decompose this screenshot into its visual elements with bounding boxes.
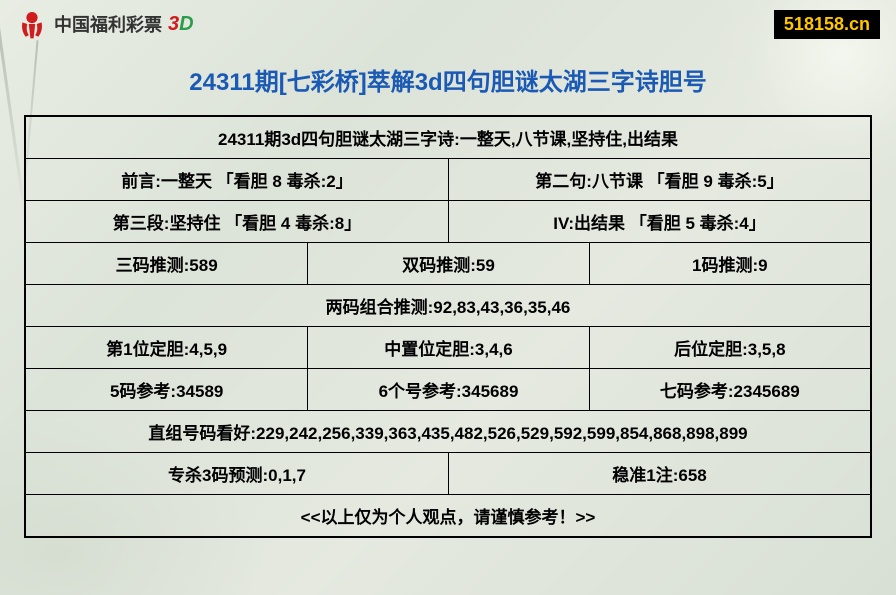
sure-1: 稳准1注:658 <box>448 453 870 494</box>
lottery-logo-icon <box>16 8 48 40</box>
table-row: 第1位定胆:4,5,9 中置位定胆:3,4,6 后位定胆:3,5,8 <box>26 327 870 369</box>
pos-1: 第1位定胆:4,5,9 <box>26 327 307 368</box>
direct-numbers: 直组号码看好:229,242,256,339,363,435,482,526,5… <box>26 411 870 452</box>
ref-6: 6个号参考:345689 <box>307 369 588 410</box>
code-2: 双码推测:59 <box>307 243 588 284</box>
ref-7: 七码参考:2345689 <box>589 369 870 410</box>
clue-1: 前言:一整天 「看胆 8 毒杀:2」 <box>26 159 448 200</box>
table-row: <<以上仅为个人观点，请谨慎参考！>> <box>26 495 870 536</box>
table-row: 5码参考:34589 6个号参考:345689 七码参考:2345689 <box>26 369 870 411</box>
prediction-table: 24311期3d四句胆谜太湖三字诗:一整天,八节课,坚持住,出结果 前言:一整天… <box>24 115 872 538</box>
table-row: 专杀3码预测:0,1,7 稳准1注:658 <box>26 453 870 495</box>
clue-3: 第三段:坚持住 「看胆 4 毒杀:8」 <box>26 201 448 242</box>
table-row: 两码组合推测:92,83,43,36,35,46 <box>26 285 870 327</box>
site-badge: 518158.cn <box>774 10 880 39</box>
header: 中国福利彩票 3D 518158.cn <box>0 0 896 48</box>
page-title: 24311期[七彩桥]萃解3d四句胆谜太湖三字诗胆号 <box>0 48 896 115</box>
kill-3: 专杀3码预测:0,1,7 <box>26 453 448 494</box>
poem-full: 24311期3d四句胆谜太湖三字诗:一整天,八节课,坚持住,出结果 <box>26 117 870 158</box>
ref-5: 5码参考:34589 <box>26 369 307 410</box>
code-1: 1码推测:9 <box>589 243 870 284</box>
combo-codes: 两码组合推测:92,83,43,36,35,46 <box>26 285 870 326</box>
table-row: 24311期3d四句胆谜太湖三字诗:一整天,八节课,坚持住,出结果 <box>26 117 870 159</box>
disclaimer: <<以上仅为个人观点，请谨慎参考！>> <box>26 495 870 536</box>
clue-2: 第二句:八节课 「看胆 9 毒杀:5」 <box>448 159 870 200</box>
pos-2: 中置位定胆:3,4,6 <box>307 327 588 368</box>
clue-4: IV:出结果 「看胆 5 毒杀:4」 <box>448 201 870 242</box>
table-row: 前言:一整天 「看胆 8 毒杀:2」 第二句:八节课 「看胆 9 毒杀:5」 <box>26 159 870 201</box>
table-row: 第三段:坚持住 「看胆 4 毒杀:8」 IV:出结果 「看胆 5 毒杀:4」 <box>26 201 870 243</box>
logo-3d-d: D <box>179 13 193 35</box>
logo-3d-three: 3 <box>168 13 179 35</box>
code-3: 三码推测:589 <box>26 243 307 284</box>
table-row: 三码推测:589 双码推测:59 1码推测:9 <box>26 243 870 285</box>
logo-text: 中国福利彩票 <box>54 11 162 37</box>
logo-group: 中国福利彩票 3D <box>16 8 194 40</box>
pos-3: 后位定胆:3,5,8 <box>589 327 870 368</box>
table-row: 直组号码看好:229,242,256,339,363,435,482,526,5… <box>26 411 870 453</box>
logo-3d: 3D <box>168 13 194 36</box>
